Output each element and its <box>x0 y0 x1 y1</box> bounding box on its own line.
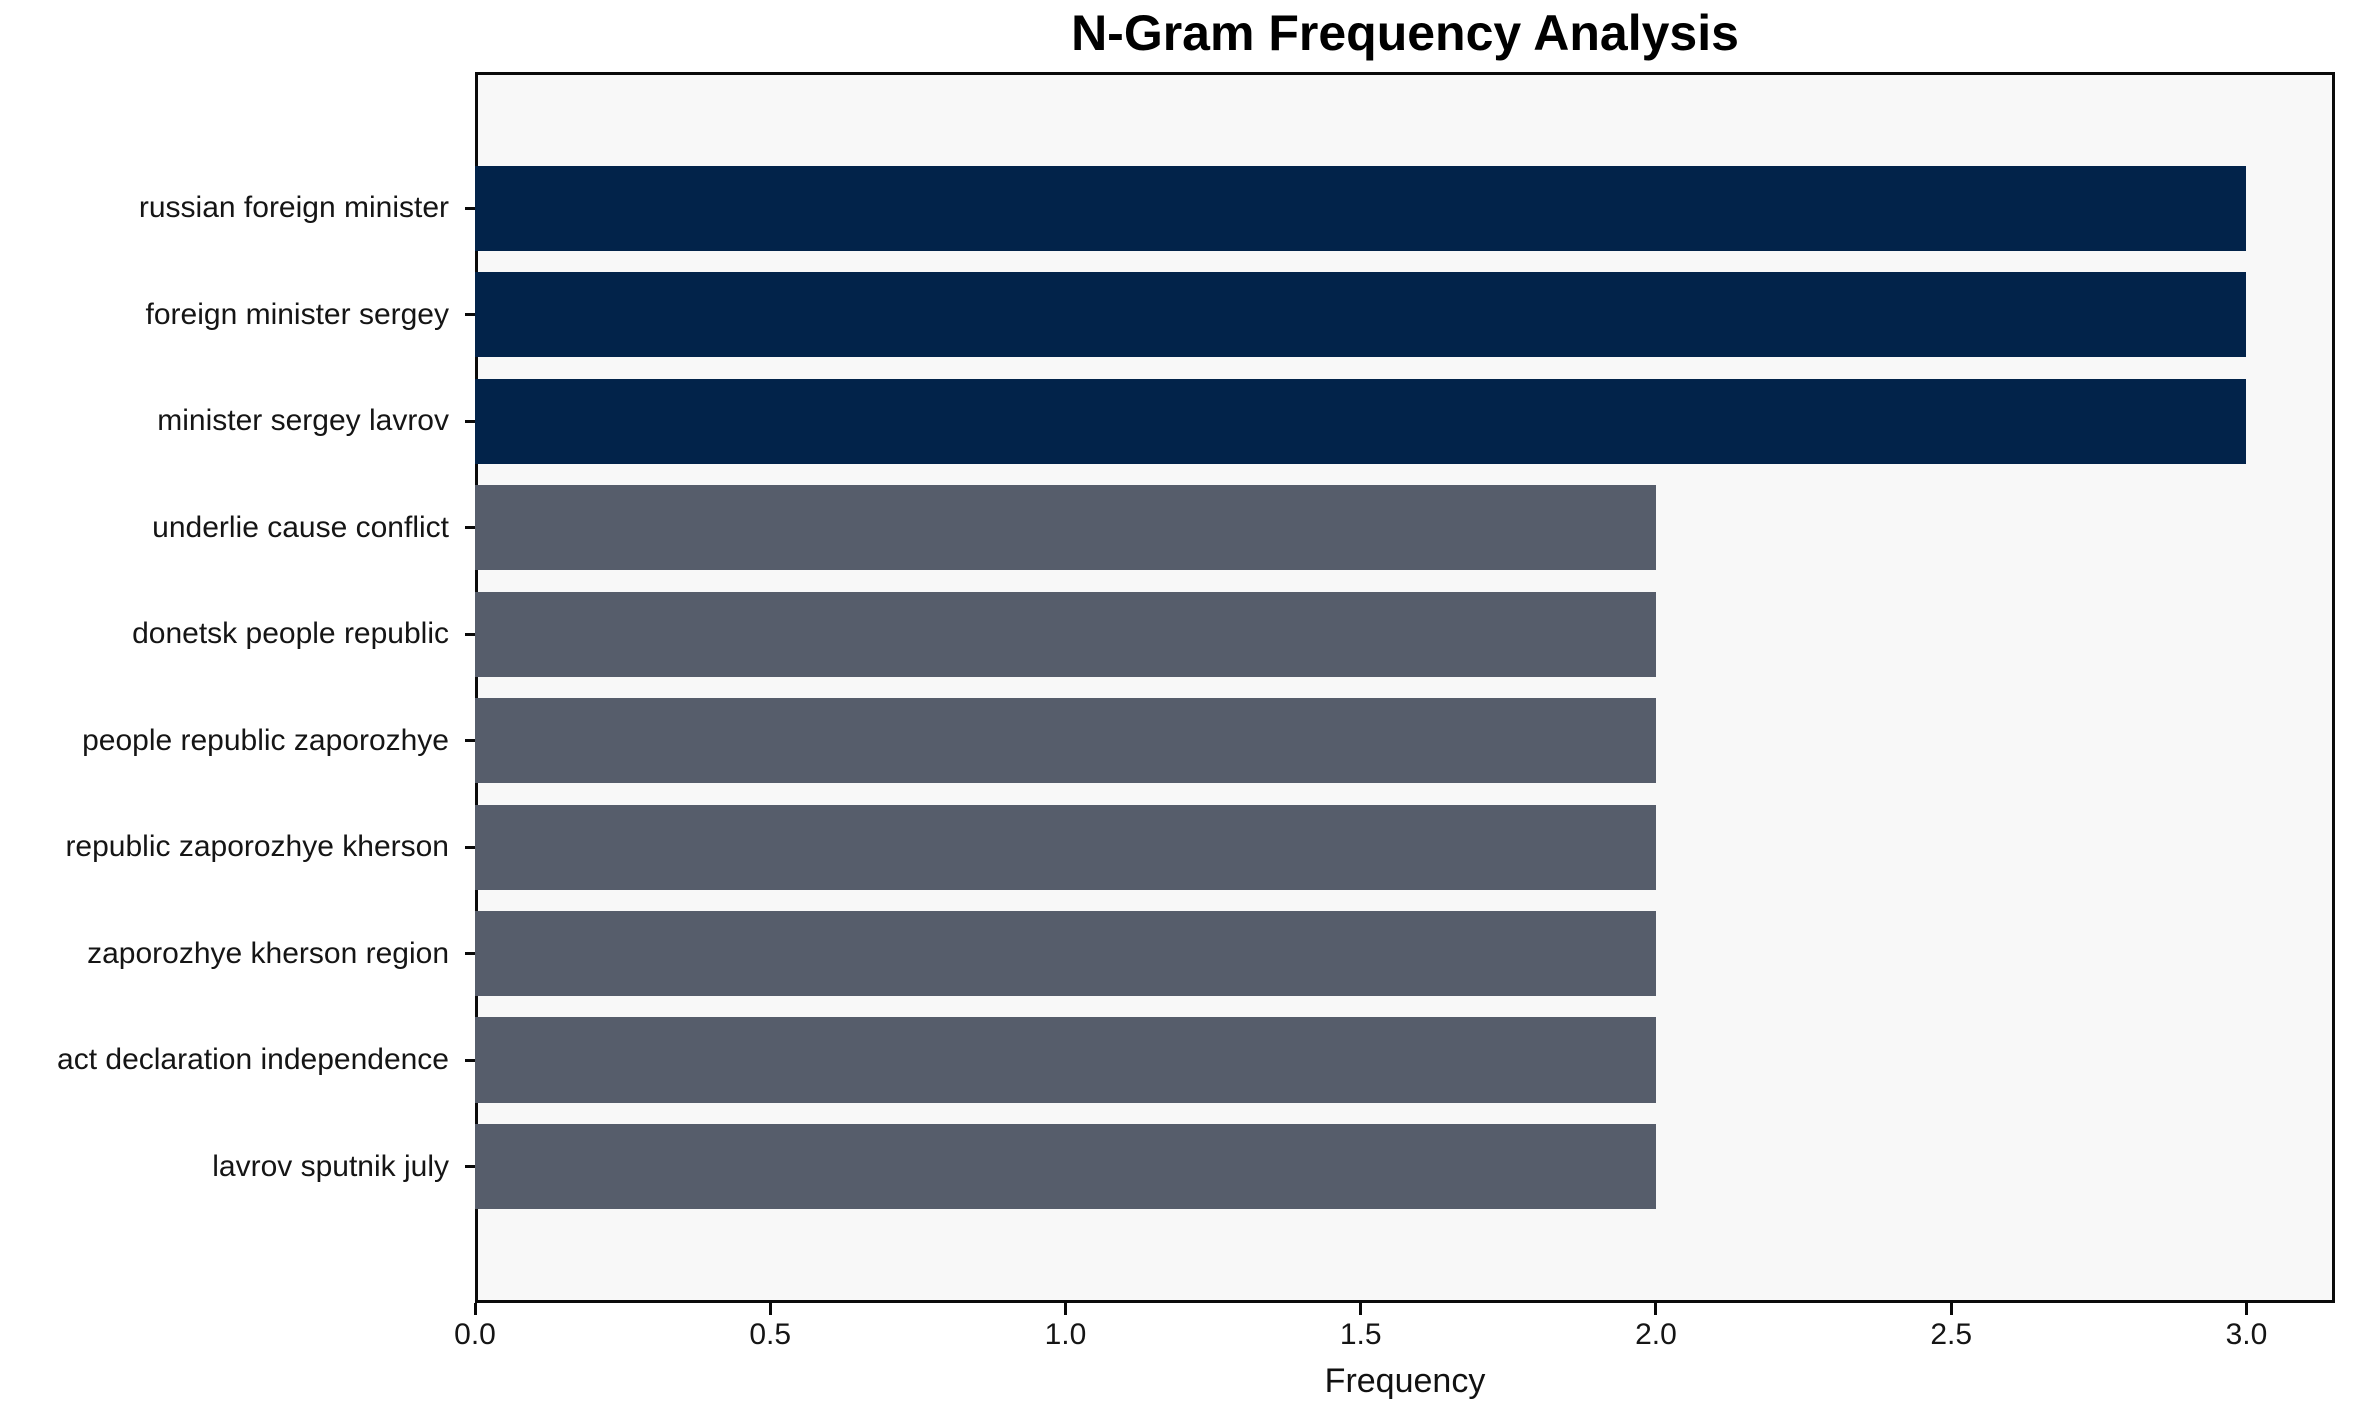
chart-title: N-Gram Frequency Analysis <box>1071 5 1739 61</box>
y-tick-label: underlie cause conflict <box>152 510 449 544</box>
y-tick-label: people republic zaporozhye <box>82 723 449 757</box>
x-tick-mark <box>1949 1303 1953 1315</box>
y-tick-label: russian foreign minister <box>138 191 449 225</box>
y-tick-mark <box>465 845 475 849</box>
x-tick-label: 0.5 <box>749 1318 792 1351</box>
plot-area <box>475 72 2335 1303</box>
x-tick-label: 2.5 <box>1930 1318 1973 1351</box>
x-tick-mark <box>1063 1303 1067 1315</box>
y-tick-label: donetsk people republic <box>132 617 449 651</box>
y-tick-mark <box>465 1058 475 1062</box>
bar <box>475 1123 1656 1210</box>
x-tick-mark <box>2244 1303 2248 1315</box>
y-tick-label: republic zaporozhye kherson <box>65 830 449 864</box>
bar <box>475 698 1656 784</box>
y-tick-label: zaporozhye kherson region <box>87 936 449 970</box>
bar <box>475 272 2247 358</box>
bar <box>475 378 2247 464</box>
y-tick-mark <box>465 739 475 743</box>
x-tick-mark <box>1654 1303 1658 1315</box>
y-tick-mark <box>465 313 475 317</box>
bar <box>475 911 1656 997</box>
y-tick-mark <box>465 952 475 956</box>
y-tick-label: foreign minister sergey <box>145 297 449 331</box>
x-tick-label: 1.5 <box>1339 1318 1382 1351</box>
bar <box>475 804 1656 890</box>
y-tick-label: minister sergey lavrov <box>157 404 449 438</box>
bar <box>475 165 2247 252</box>
y-tick-label: lavrov sputnik july <box>212 1149 449 1183</box>
bar <box>475 485 1656 571</box>
x-tick-label: 1.0 <box>1044 1318 1087 1351</box>
bar <box>475 1017 1656 1103</box>
x-tick-mark <box>768 1303 772 1315</box>
y-tick-mark <box>465 419 475 423</box>
y-tick-mark <box>465 632 475 636</box>
x-axis-label: Frequency <box>1324 1362 1486 1400</box>
y-tick-mark <box>465 206 475 210</box>
x-tick-label: 2.0 <box>1635 1318 1677 1351</box>
y-tick-mark <box>465 526 475 530</box>
x-tick-label: 0.0 <box>454 1318 496 1351</box>
x-tick-label: 3.0 <box>2225 1318 2268 1351</box>
y-tick-mark <box>465 1165 475 1169</box>
x-tick-mark <box>473 1303 477 1315</box>
x-tick-mark <box>1359 1303 1363 1315</box>
bar <box>475 591 1656 677</box>
y-tick-label: act declaration independence <box>57 1043 449 1077</box>
